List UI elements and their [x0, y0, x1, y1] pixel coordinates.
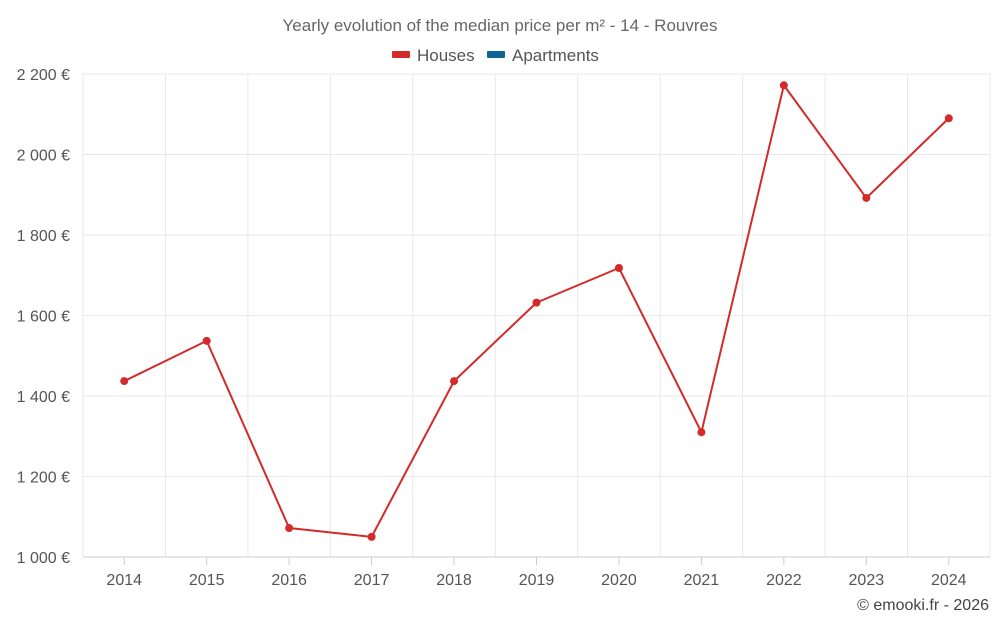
data-point-houses-2016[interactable]: [285, 524, 294, 533]
data-point-houses-2015[interactable]: [202, 336, 211, 345]
x-tick-label: 2023: [849, 572, 885, 589]
y-tick-label: 1 400 €: [17, 389, 70, 406]
y-tick-label: 1 200 €: [17, 470, 70, 487]
chart-title: Yearly evolution of the median price per…: [283, 16, 718, 35]
x-tick-label: 2015: [189, 572, 225, 589]
legend-label-apartments[interactable]: Apartments: [512, 46, 599, 65]
x-tick-label: 2017: [354, 572, 390, 589]
credit-text: © emooki.fr - 2026: [857, 597, 989, 614]
y-tick-label: 2 200 €: [17, 67, 70, 84]
data-point-houses-2021[interactable]: [697, 428, 706, 437]
data-point-houses-2014[interactable]: [120, 377, 129, 386]
x-tick-label: 2018: [436, 572, 472, 589]
x-tick-label: 2022: [766, 572, 802, 589]
data-point-houses-2024[interactable]: [944, 114, 953, 123]
axes: 1 000 € 1 200 € 1 400 € 1 600 € 1 800 € 2 000…: [17, 67, 990, 589]
y-tick-label: 1 800 €: [17, 228, 70, 245]
x-tick-label: 2021: [684, 572, 720, 589]
x-tick-label: 2020: [601, 572, 637, 589]
data-point-houses-2023[interactable]: [862, 193, 871, 202]
x-tick-label: 2014: [106, 572, 142, 589]
x-tick-label: 2016: [271, 572, 307, 589]
y-tick-label: 1 000 €: [17, 550, 70, 567]
legend-label-houses[interactable]: Houses: [417, 46, 475, 65]
data-point-houses-2017[interactable]: [367, 532, 376, 541]
data-point-houses-2019[interactable]: [532, 298, 541, 307]
series-houses: [120, 81, 953, 541]
y-tick-label: 1 600 €: [17, 309, 70, 326]
data-point-houses-2022[interactable]: [779, 81, 788, 90]
y-tick-label: 2 000 €: [17, 148, 70, 165]
x-tick-label: 2019: [519, 572, 555, 589]
legend: Houses Apartments: [392, 46, 599, 65]
grid: [82, 73, 991, 557]
x-tick-label: 2024: [931, 572, 967, 589]
data-point-houses-2018[interactable]: [450, 377, 459, 386]
data-point-houses-2020[interactable]: [614, 264, 623, 273]
legend-swatch-apartments: [487, 51, 505, 58]
legend-swatch-houses: [392, 51, 410, 58]
